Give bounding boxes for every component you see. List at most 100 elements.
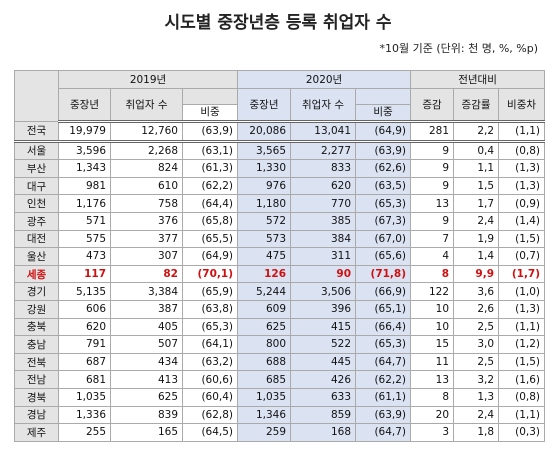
value-cell: 9,9	[453, 264, 500, 284]
value-cell: (1,1)	[498, 405, 546, 425]
table-row: 강원 606 387 (63,8) 609 396 (65,1) 10 2,6 (1,3)	[14, 299, 546, 319]
value-cell: (65,6)	[355, 247, 412, 266]
value-cell: (1,1)	[498, 317, 546, 337]
value-cell: 281	[410, 121, 455, 143]
value-cell: 20	[410, 405, 455, 425]
table-row: 인천 1,176 758 (64,4) 1,180 770 (65,3) 13 1,7 (0,9)	[14, 194, 546, 213]
value-cell: (65,8)	[181, 211, 239, 231]
value-cell: (62,2)	[355, 370, 412, 389]
value-cell: 8	[410, 264, 455, 284]
region-cell: 서울	[14, 140, 59, 161]
region-cell: 광주	[14, 211, 59, 231]
region-cell: 대구	[14, 176, 59, 196]
region-cell: 인천	[14, 194, 59, 213]
value-cell: (67,0)	[355, 229, 412, 249]
group-header: 2020년	[237, 70, 412, 89]
value-cell: (1,5)	[498, 229, 546, 249]
value-cell: 1,176	[58, 194, 111, 213]
value-cell: 396	[290, 299, 357, 319]
region-cell: 세종	[14, 264, 59, 284]
column-header: 중장년	[237, 88, 292, 123]
table-row: 경북 1,035 625 (60,4) 1,035 633 (61,1) 8 1,3 (0,8)	[14, 387, 546, 407]
region-cell: 전국	[14, 121, 59, 143]
value-cell: (1,0)	[498, 282, 546, 301]
value-cell: (63,9)	[355, 405, 412, 425]
value-cell: 445	[290, 352, 357, 372]
value-cell: 1,343	[58, 159, 111, 178]
value-cell: 5,244	[237, 282, 292, 301]
value-cell: 11	[410, 352, 455, 372]
value-cell: (67,3)	[355, 211, 412, 231]
value-cell: 255	[58, 423, 111, 442]
value-cell: 3,384	[110, 282, 183, 301]
value-cell: 10	[410, 317, 455, 337]
value-cell: (61,3)	[181, 159, 239, 178]
value-cell: 426	[290, 370, 357, 389]
value-cell: 2,277	[290, 140, 357, 161]
value-cell: 2,4	[453, 211, 500, 231]
value-cell: (63,5)	[355, 176, 412, 196]
column-header: 증감	[410, 88, 455, 123]
value-cell: (63,1)	[181, 140, 239, 161]
value-cell: (0,9)	[498, 194, 546, 213]
region-cell: 강원	[14, 299, 59, 319]
value-cell: 620	[290, 176, 357, 196]
table-body: 전국 19,979 12,760 (63,9) 20,086 13,041 (64,9) 28…	[14, 121, 546, 442]
header-row: 2019년 2020년 전년대비	[14, 70, 546, 122]
region-cell: 경남	[14, 405, 59, 425]
value-cell: (71,8)	[355, 264, 412, 284]
value-cell: (0,7)	[498, 247, 546, 266]
value-cell: (0,3)	[498, 423, 546, 442]
value-cell: (64,7)	[355, 423, 412, 442]
value-cell: (65,1)	[355, 299, 412, 319]
value-cell: (64,1)	[181, 335, 239, 354]
value-cell: (66,4)	[355, 317, 412, 337]
value-cell: 633	[290, 387, 357, 407]
table-row: 충남 791 507 (64,1) 800 522 (65,3) 15 3,0 (1,2)	[14, 335, 546, 354]
value-cell: 9	[410, 176, 455, 196]
value-cell: 90	[290, 264, 357, 284]
title: 시도별 중장년층 등록 취업자 수	[164, 13, 392, 33]
value-cell: 1,8	[453, 423, 500, 442]
value-cell: 758	[110, 194, 183, 213]
value-cell: 575	[58, 229, 111, 249]
value-cell: 311	[290, 247, 357, 266]
value-cell: (62,6)	[355, 159, 412, 178]
value-cell: (1,3)	[498, 299, 546, 319]
value-cell: 3,596	[58, 140, 111, 161]
value-cell: 13	[410, 194, 455, 213]
table-row: 경남 1,336 839 (62,8) 1,346 859 (63,9) 20 2,4 (1,1)	[14, 405, 546, 425]
value-cell: 434	[110, 352, 183, 372]
value-cell: 833	[290, 159, 357, 178]
value-cell: (1,2)	[498, 335, 546, 354]
group-header: 2019년	[57, 70, 239, 89]
region-cell: 대전	[14, 229, 59, 249]
value-cell: (63,2)	[181, 352, 239, 372]
value-cell: (65,3)	[355, 335, 412, 354]
value-cell: 606	[58, 299, 111, 319]
value-cell: (1,6)	[498, 370, 546, 389]
value-cell: 473	[58, 247, 111, 266]
value-cell: 3,565	[237, 140, 292, 161]
value-cell: (0,8)	[498, 387, 546, 407]
value-cell: 3,6	[453, 282, 500, 301]
value-cell: 20,086	[237, 121, 292, 143]
value-cell: 122	[410, 282, 455, 301]
value-cell: (1,4)	[498, 211, 546, 231]
column-header: 취업자 수	[110, 88, 183, 123]
table-row: 세종 117 82 (70,1) 126 90 (71,8) 8 9,9 (1,7)	[14, 264, 546, 284]
value-cell: 1,035	[58, 387, 111, 407]
region-cell: 전남	[14, 370, 59, 389]
value-cell: 10	[410, 299, 455, 319]
value-cell: 9	[410, 211, 455, 231]
value-cell: 2,2	[453, 121, 500, 143]
value-cell: (65,3)	[181, 317, 239, 337]
value-cell: 3,2	[453, 370, 500, 389]
value-cell: 475	[237, 247, 292, 266]
table-row: 전남 681 413 (60,6) 685 426 (62,2) 13 3,2 (1,6)	[14, 370, 546, 389]
region-cell: 전북	[14, 352, 59, 372]
corner-cell	[14, 70, 59, 122]
value-cell: (0,8)	[498, 140, 546, 161]
value-cell: 3	[410, 423, 455, 442]
value-cell: 3,506	[290, 282, 357, 301]
